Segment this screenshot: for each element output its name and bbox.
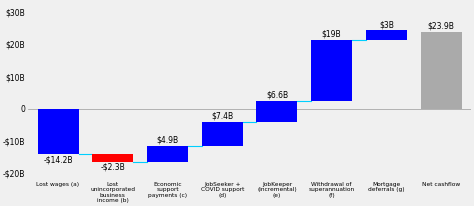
Bar xyxy=(92,154,133,162)
Text: $7.4B: $7.4B xyxy=(211,112,233,121)
Text: $23.9B: $23.9B xyxy=(428,22,455,31)
Text: -$2.3B: -$2.3B xyxy=(100,163,125,172)
Bar xyxy=(311,40,352,101)
Text: $4.9B: $4.9B xyxy=(156,136,179,145)
Bar xyxy=(256,101,298,122)
Text: $3B: $3B xyxy=(379,20,394,29)
Bar xyxy=(37,109,79,154)
Bar xyxy=(202,122,243,146)
Text: $6.6B: $6.6B xyxy=(266,91,288,100)
Text: -$14.2B: -$14.2B xyxy=(43,156,73,165)
Text: $19B: $19B xyxy=(322,30,341,39)
Bar xyxy=(366,30,407,40)
Bar xyxy=(420,32,462,109)
Bar xyxy=(147,146,188,162)
